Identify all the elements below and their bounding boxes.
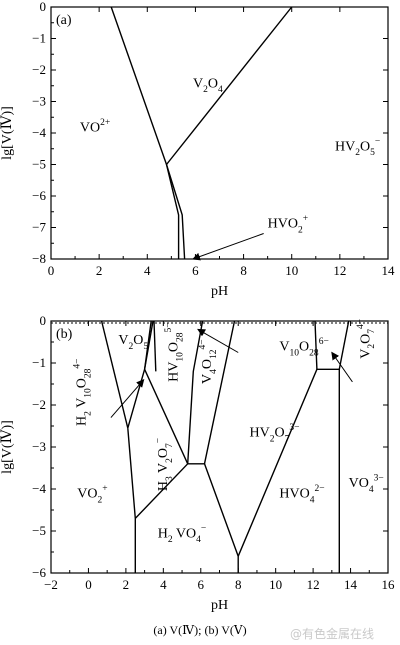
x-tick-label: 4 (160, 577, 167, 592)
panel-label: (b) (56, 327, 73, 342)
x-tick-label: 10 (285, 263, 298, 278)
species-label: VO2+ (80, 118, 110, 135)
y-tick-label: −3 (32, 439, 46, 454)
annotation-arrow (331, 351, 353, 383)
species-label: H3 V2O7− (154, 438, 175, 491)
y-tick-label: 0 (40, 313, 47, 328)
y-axis-label: lg[V(Ⅳ)] (0, 420, 15, 474)
x-tick-label: 4 (144, 263, 151, 278)
panel-label: (a) (56, 13, 72, 28)
y-tick-label: −2 (32, 62, 46, 77)
species-label: HVO42− (279, 484, 324, 505)
species-label: V2O4 (193, 76, 223, 95)
y-tick-label: −3 (32, 94, 46, 109)
y-tick-label: −5 (32, 157, 46, 172)
phase-boundary-line (143, 369, 189, 465)
plot-frame (50, 6, 389, 260)
phase-boundary-line (187, 320, 236, 465)
x-tick-label: 6 (192, 263, 199, 278)
phase-boundary-line (153, 320, 157, 372)
y-tick-label: −1 (32, 355, 46, 370)
phase-boundary-line (165, 6, 293, 165)
species-label: HV2O73− (249, 423, 299, 444)
annotation-label: V10O286− (279, 337, 328, 358)
x-tick-label: 8 (240, 263, 247, 278)
x-tick-label: 8 (235, 577, 242, 592)
phase-boundary-line (134, 463, 189, 519)
x-tick-label: 2 (96, 263, 103, 278)
y-tick-label: −1 (32, 31, 46, 46)
y-tick-label: −2 (32, 397, 46, 412)
y-tick-label: −6 (32, 188, 46, 203)
chart-panel-a: 0 2 4 6 8 10 12 14 0 −1 −2 −3 −4 −5 −6 −7 −8 pH lg[V(Ⅳ)] (a… (0, 0, 395, 299)
phase-boundary-line (165, 164, 180, 259)
x-tick-label: 0 (85, 577, 92, 592)
y-tick-label: −8 (32, 251, 46, 266)
x-tick-label: 0 (48, 263, 55, 278)
phase-boundary-line (127, 428, 137, 573)
phase-boundary-line (165, 164, 186, 260)
x-tick-label: 6 (198, 577, 205, 592)
phase-boundary-line (338, 320, 350, 370)
species-label: HV2O5− (335, 137, 380, 158)
species-label: HV10O285− (164, 322, 185, 382)
y-axis-label: lg[V(Ⅳ)] (0, 106, 15, 160)
phase-boundary-line (187, 320, 204, 464)
watermark: @有色金属在线 (290, 627, 375, 641)
y-tick-label: −6 (32, 565, 46, 580)
annotation-arrow (192, 233, 264, 261)
x-tick-label: 16 (382, 577, 396, 592)
y-tick-label: −5 (32, 523, 46, 538)
phase-boundary-line (237, 368, 340, 573)
phase-boundary-line (143, 320, 154, 370)
phase-boundary-line (110, 6, 168, 165)
species-label: VO2+ (77, 484, 107, 505)
species-label: VO43− (349, 474, 384, 495)
species-label: V4O124− (198, 339, 219, 384)
annotation-arrow (110, 379, 145, 418)
x-tick-label: −2 (44, 577, 58, 592)
x-tick-label: 14 (344, 577, 358, 592)
plot-frame (50, 320, 389, 574)
phase-boundary-line (314, 320, 318, 370)
species-label: V2O5 (118, 333, 148, 352)
y-tick-label: −7 (32, 220, 46, 235)
x-tick-label: 2 (123, 577, 130, 592)
species-label: H2 VO4− (158, 524, 207, 545)
annotation-label: HVO2+ (268, 214, 308, 235)
phase-boundary-line (100, 320, 129, 429)
chart-panel-b: −2 0 2 4 6 8 10 12 14 16 0 −1 −2 −3 −4 −5 −6 pH lg[V(Ⅳ)] (b… (0, 313, 395, 613)
figure-caption: (a) V(Ⅳ); (b) V(Ⅴ) (153, 623, 247, 637)
y-tick-label: −4 (32, 125, 46, 140)
x-axis-label: pH (211, 598, 228, 613)
phase-boundary-line (203, 463, 239, 573)
x-tick-label: 14 (382, 263, 396, 278)
x-axis-label: pH (211, 284, 228, 299)
annotation-arrow (197, 328, 239, 353)
x-tick-label: 12 (307, 577, 320, 592)
y-tick-label: −4 (32, 481, 46, 496)
pourbaix-figure: 0 2 4 6 8 10 12 14 0 −1 −2 −3 −4 −5 −6 −7 −8 pH lg[V(Ⅳ)] (a… (0, 0, 395, 613)
y-tick-label: 0 (40, 0, 47, 14)
x-tick-label: 12 (333, 263, 346, 278)
species-label: V2O74− (356, 319, 377, 359)
x-tick-label: 10 (269, 577, 282, 592)
species-label: H2 V10O284− (72, 358, 93, 426)
